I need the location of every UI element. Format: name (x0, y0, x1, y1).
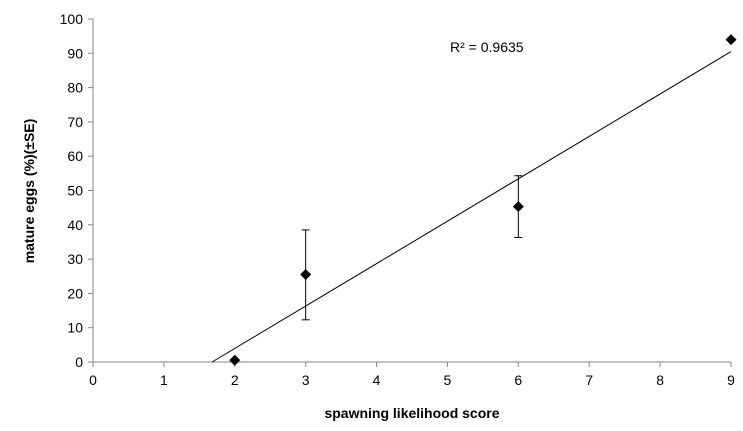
y-tick-label: 70 (67, 114, 83, 130)
data-point (300, 269, 312, 281)
x-tick-label: 7 (585, 372, 593, 388)
y-tick-label: 0 (75, 354, 83, 370)
x-axis-title: spawning likelihood score (324, 405, 499, 421)
error-bars-group (301, 175, 523, 321)
y-tick-label: 40 (67, 217, 83, 233)
x-axis: 0 1 2 3 4 5 6 7 8 9 (89, 361, 735, 388)
x-tick-label: 2 (231, 372, 239, 388)
data-points-group (229, 34, 737, 366)
y-tick-label: 60 (67, 148, 83, 164)
x-tick-label: 3 (302, 372, 310, 388)
y-tick-label: 30 (67, 251, 83, 267)
x-tick-label: 4 (373, 372, 381, 388)
y-tick-label: 80 (67, 80, 83, 96)
x-tick-label: 0 (89, 372, 97, 388)
x-tick-label: 9 (727, 372, 735, 388)
trendline (211, 51, 732, 363)
y-axis-title: mature eggs (%)(±SE) (21, 119, 37, 264)
r-squared-annotation: R² = 0.9635 (450, 39, 524, 55)
y-tick-label: 90 (67, 45, 83, 61)
data-point (725, 34, 737, 46)
data-point (229, 354, 241, 366)
y-tick-label: 20 (67, 285, 83, 301)
x-tick-label: 1 (160, 372, 168, 388)
trendline-group (211, 51, 732, 363)
x-tick-label: 5 (444, 372, 452, 388)
y-tick-label: 10 (67, 320, 83, 336)
y-tick-label: 100 (60, 11, 84, 27)
x-tick-label: 8 (656, 372, 664, 388)
y-tick-label: 50 (67, 183, 83, 199)
x-tick-label: 6 (514, 372, 522, 388)
y-axis: 0 10 20 30 40 50 60 70 80 90 100 (60, 11, 94, 370)
data-point (512, 201, 524, 213)
